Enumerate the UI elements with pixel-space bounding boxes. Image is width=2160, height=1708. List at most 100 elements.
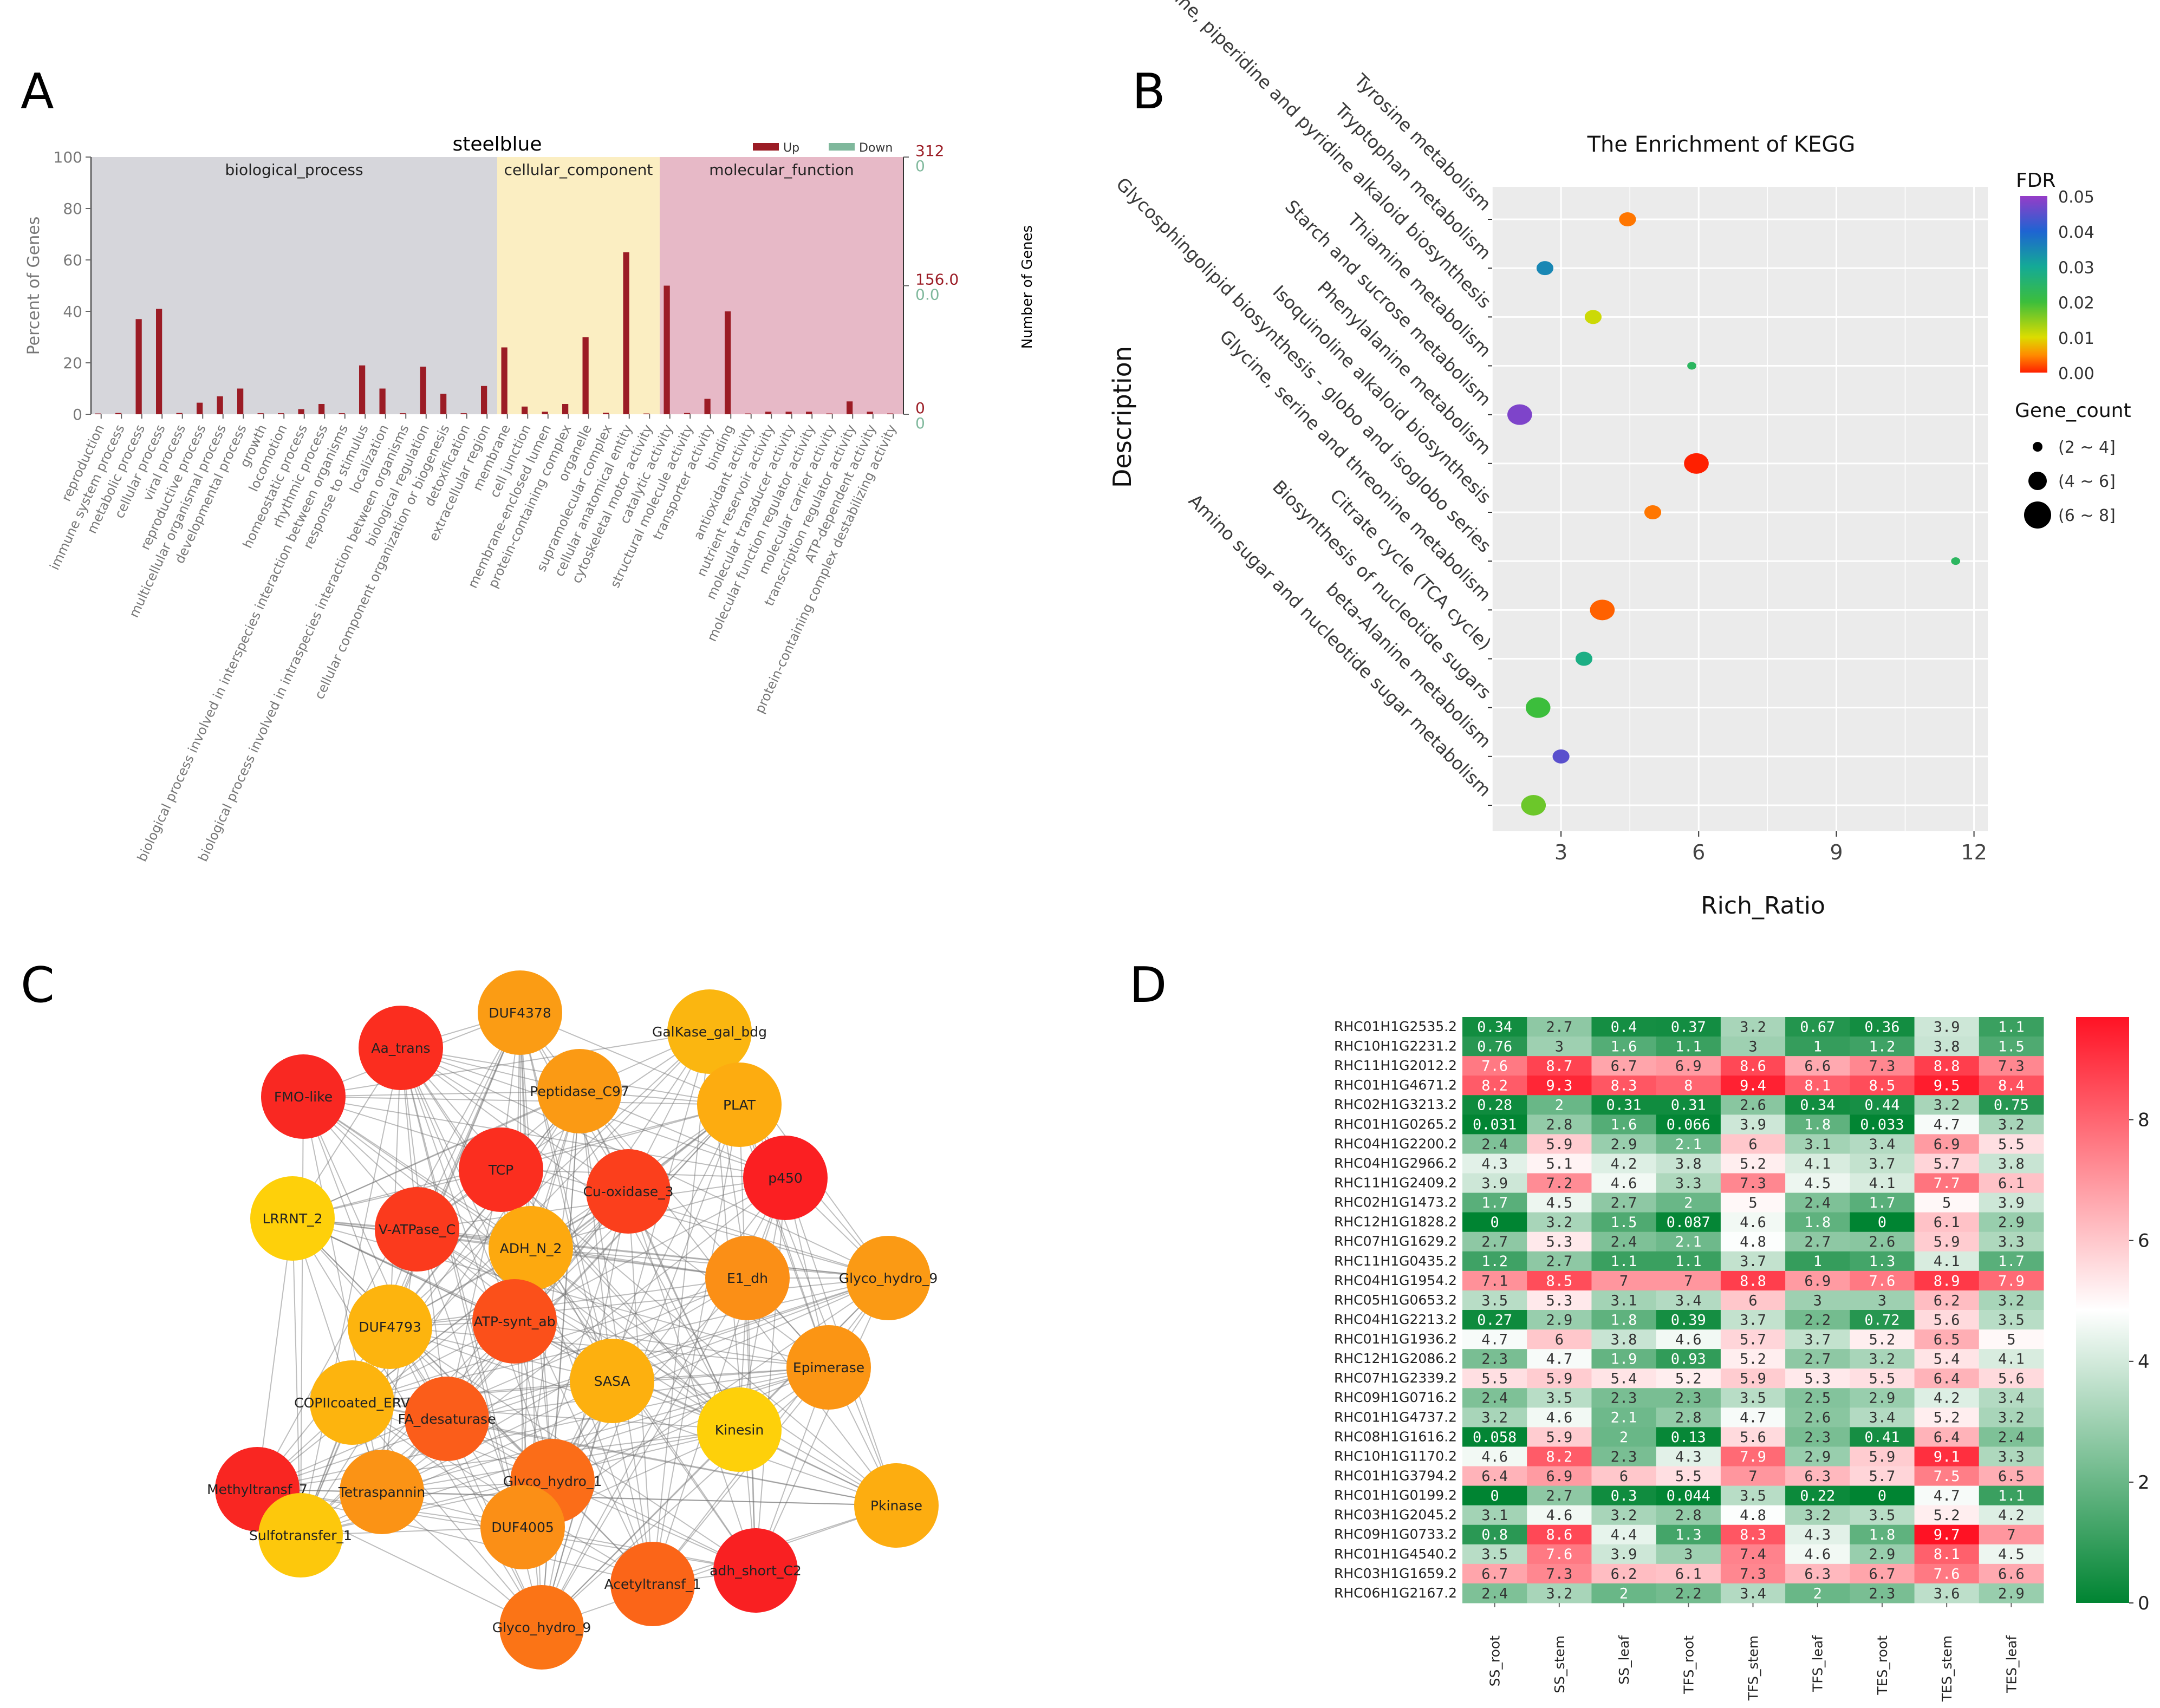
cell-value: 1.6: [1611, 1038, 1637, 1055]
row-label: RHC09H1G0733.2: [1334, 1527, 1457, 1542]
bar-up: [217, 396, 223, 414]
cell-value: 4.1: [1934, 1253, 1960, 1270]
network-node-label: ADH_N_2: [500, 1241, 562, 1256]
panel-c: C DUF4378 Aa_trans GalKase_gal_bdg FMO-like P…: [21, 957, 939, 1670]
cell-value: 6.4: [1934, 1371, 1960, 1387]
cell-value: 2.6: [1869, 1234, 1896, 1250]
cell-value: 8.4: [1998, 1078, 2025, 1094]
heatmap-cell: [1591, 1524, 1657, 1545]
heatmap-cell: [1785, 1524, 1850, 1545]
size-legend-dot: [2024, 501, 2051, 529]
heatmap-cell: [1785, 1466, 1850, 1487]
cell-value: 3.2: [1546, 1585, 1572, 1602]
heatmap-cell: [1591, 1349, 1657, 1369]
heatmap-cell: [1462, 1134, 1527, 1154]
heatmap-cell: [1527, 1310, 1592, 1330]
bar-up: [562, 404, 569, 414]
heatmap-cell: [1527, 1173, 1592, 1194]
network-edge: [417, 1229, 748, 1279]
network-node-label: Pkinase: [870, 1498, 922, 1514]
heatmap-cell: [1656, 1368, 1721, 1388]
heatmap-cell: [1914, 1036, 1980, 1057]
heatmap-cell: [1914, 1368, 1980, 1388]
heatmap-cell: [1914, 1446, 1980, 1467]
heatmap-cell: [1979, 1270, 2044, 1291]
row-label: RHC01H1G4540.2: [1334, 1546, 1457, 1562]
cell-value: 2.9: [1998, 1585, 2025, 1602]
heatmap-cell: [1914, 1017, 1980, 1037]
legend-label: Up: [783, 141, 799, 155]
cell-value: 3.1: [1611, 1292, 1637, 1309]
cell-value: 7.6: [1934, 1566, 1960, 1582]
heatmap-cell: [1591, 1388, 1657, 1408]
network-edge: [417, 1229, 523, 1528]
colorbar: [2076, 1017, 2129, 1603]
network-edge: [755, 1277, 889, 1571]
cell-value: 0.13: [1671, 1429, 1706, 1446]
cell-value: 6: [1555, 1331, 1564, 1348]
heatmap-cell: [1785, 1017, 1850, 1037]
heatmap-cell: [1785, 1368, 1850, 1388]
x-tick-label: 12: [1961, 840, 1987, 864]
cell-value: 5: [2007, 1331, 2015, 1348]
network-edge: [652, 1104, 740, 1585]
heatmap-cell: [1914, 1505, 1980, 1526]
bar-up: [440, 394, 447, 414]
cell-value: 7.3: [1546, 1566, 1572, 1582]
heatmap-cell: [1656, 1095, 1721, 1115]
right-tick-down-label: 0: [915, 157, 925, 175]
heatmap-cell: [1850, 1231, 1915, 1252]
network-edge: [303, 1096, 786, 1178]
cell-value: 1.8: [1804, 1214, 1831, 1231]
heatmap-cell: [1462, 1251, 1527, 1272]
network-edge: [257, 1218, 293, 1490]
network-node: [667, 989, 752, 1074]
heatmap-cell: [1591, 1173, 1657, 1194]
row-label: RHC07H1G2339.2: [1334, 1370, 1457, 1386]
cell-value: 9.3: [1546, 1078, 1572, 1094]
network-edge: [389, 1277, 748, 1327]
heatmap-cell: [1720, 1427, 1786, 1447]
network-node: [697, 1387, 782, 1472]
cell-value: 4.5: [1998, 1546, 2025, 1563]
cell-value: 0.058: [1473, 1429, 1517, 1446]
heatmap-cell: [1720, 1173, 1786, 1194]
heatmap-cell: [1720, 1310, 1786, 1330]
heatmap-cell: [1527, 1192, 1592, 1213]
network-node-label: SASA: [594, 1373, 630, 1389]
network-node-label: V-ATPase_C: [379, 1222, 456, 1237]
heatmap-cell: [1527, 1251, 1592, 1272]
network-edge: [381, 1380, 613, 1492]
heatmap-cell: [1785, 1427, 1850, 1447]
cell-value: 6.2: [1611, 1566, 1637, 1582]
heatmap-cell: [1462, 1270, 1527, 1291]
heatmap-cell: [1979, 1231, 2044, 1252]
heatmap-cell: [1656, 1505, 1721, 1526]
row-label: RHC11H1G2012.2: [1334, 1058, 1457, 1073]
network-node-label: Acetyltransf_1: [604, 1576, 701, 1592]
heatmap-cell: [1462, 1505, 1527, 1526]
network-node-label: DUF4005: [491, 1520, 554, 1535]
heatmap-cell: [1914, 1095, 1980, 1115]
bar-up: [339, 413, 345, 414]
section-biological_process: [91, 157, 497, 414]
cell-value: 6.9: [1934, 1136, 1960, 1153]
network-node: [340, 1450, 424, 1534]
cell-value: 6: [1619, 1468, 1628, 1485]
network-edge: [739, 1104, 829, 1368]
network-node-label: GalKase_gal_bdg: [652, 1024, 767, 1040]
heatmap-cell: [1656, 1290, 1721, 1311]
cell-value: 1.1: [1675, 1038, 1702, 1055]
cell-value: 4.6: [1740, 1214, 1766, 1231]
legend-swatch: [829, 143, 855, 151]
row-label: RHC04H1G2200.2: [1334, 1136, 1457, 1151]
heatmap-cell: [1656, 1583, 1721, 1603]
heatmap-cell: [1720, 1524, 1786, 1545]
heatmap-cell: [1979, 1095, 2044, 1115]
cell-value: 0.75: [1994, 1097, 2029, 1114]
cell-value: 4.6: [1804, 1546, 1831, 1563]
heatmap-cell: [1462, 1153, 1527, 1174]
heatmap-cell: [1785, 1485, 1850, 1506]
plot-background: [1492, 187, 1988, 831]
network-edge: [400, 1047, 629, 1192]
